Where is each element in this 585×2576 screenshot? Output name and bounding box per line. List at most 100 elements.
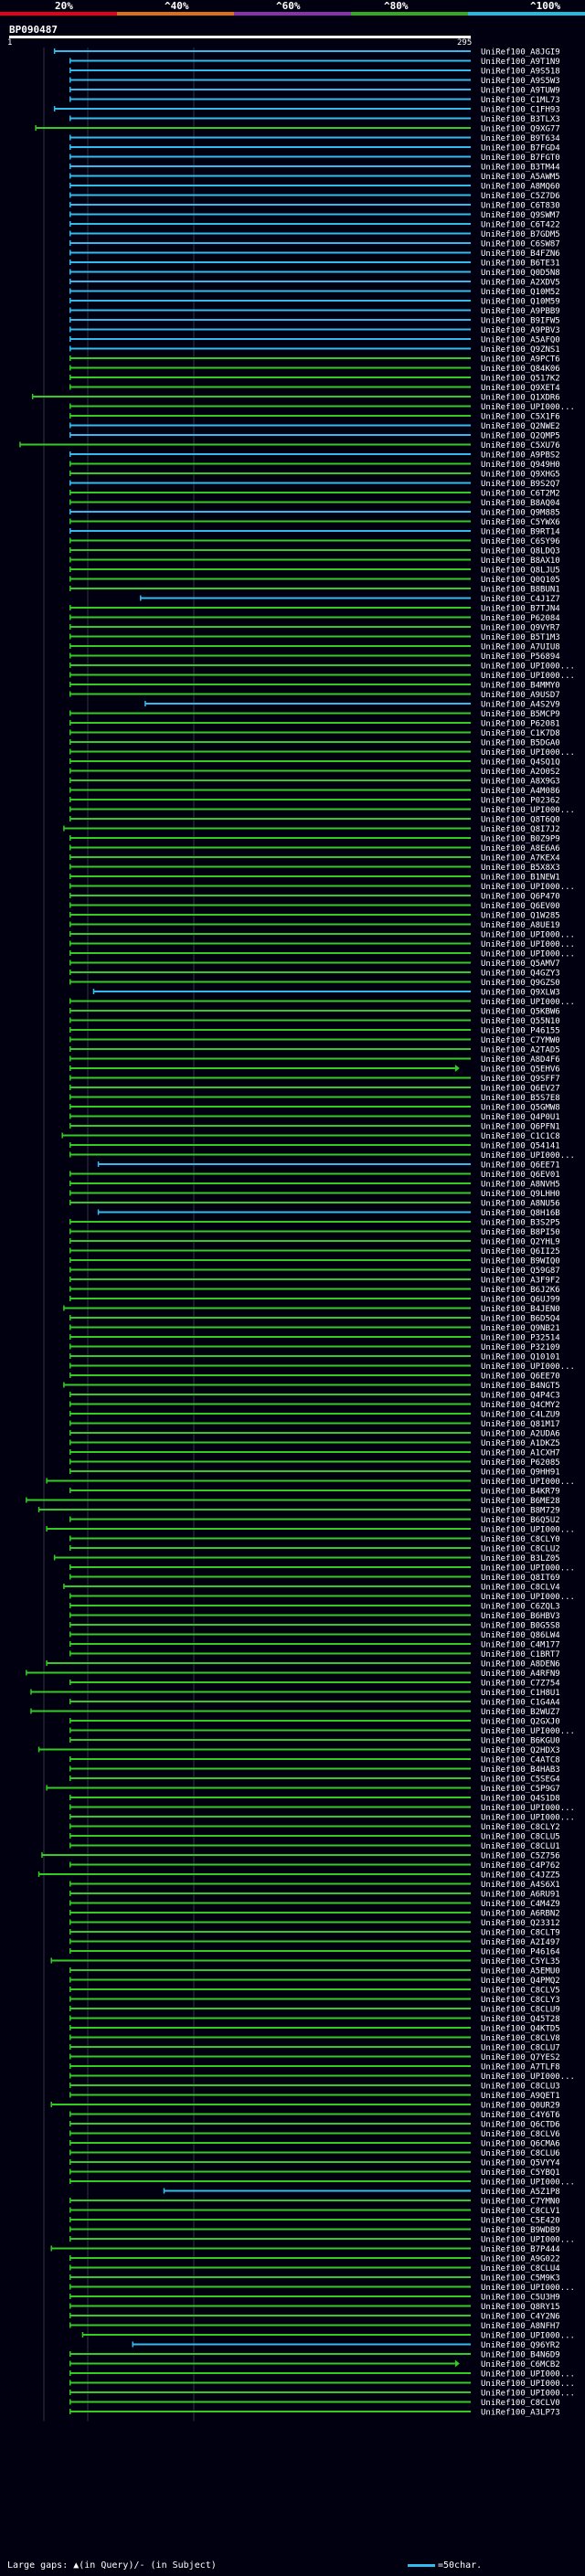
hit-label: UniRef100_Q2HDX3 <box>481 1746 560 1755</box>
hit-label: UniRef100_A5AWM5 <box>481 173 560 182</box>
hit-label: UniRef100_B3S2P5 <box>481 1219 560 1228</box>
hit-label: UniRef100_Q2QMP5 <box>481 432 560 441</box>
hit-label: UniRef100_Q0UR29 <box>481 2102 560 2111</box>
hit-label: UniRef100_A1CXH7 <box>481 1449 560 1458</box>
hit-label: UniRef100_A6RBN2 <box>481 1910 560 1919</box>
hit-label: UniRef100_C6ZQL3 <box>481 1603 560 1612</box>
hit-label: UniRef100_C7Z754 <box>481 1680 560 1689</box>
hit-label: UniRef100_Q5GMW8 <box>481 1104 560 1113</box>
hit-label: UniRef100_C5X1F6 <box>481 413 560 422</box>
hit-label: UniRef100_B6HBV3 <box>481 1612 560 1621</box>
hit-label: UniRef100_B5S7E8 <box>481 1094 560 1103</box>
hit-label: UniRef100_A8DEN6 <box>481 1660 560 1670</box>
hit-label: UniRef100_B8BUN1 <box>481 586 560 595</box>
hit-label: UniRef100_UPI000... <box>481 1593 575 1602</box>
hit-label: UniRef100_A9T1N9 <box>481 58 560 67</box>
hit-label: UniRef100_B6TE31 <box>481 260 560 269</box>
hit-label: UniRef100_C8CLV8 <box>481 2034 560 2043</box>
hit-label: UniRef100_Q6CMA6 <box>481 2140 560 2149</box>
hit-label: UniRef100_B9S2Q7 <box>481 480 560 489</box>
hit-label: UniRef100_Q8LDQ3 <box>481 547 560 557</box>
hit-label: UniRef100_B9WIQ0 <box>481 1257 560 1267</box>
hit-label: UniRef100_Q54141 <box>481 1142 560 1151</box>
legend-swatch <box>0 12 117 16</box>
hit-label: UniRef100_Q9NB21 <box>481 1324 560 1333</box>
hit-label: UniRef100_B6D5Q4 <box>481 1315 560 1324</box>
hit-label: UniRef100_A5EMU0 <box>481 1967 560 1977</box>
hit-label: UniRef100_C1C1C8 <box>481 1132 560 1141</box>
hit-label: UniRef100_Q9XG77 <box>481 125 560 134</box>
hit-label: UniRef100_C7YMW0 <box>481 1036 560 1045</box>
hit-label: UniRef100_A9S518 <box>481 68 560 77</box>
hit-label: UniRef100_UPI000... <box>481 1362 575 1372</box>
query-end-label: 295 <box>457 38 473 48</box>
hit-label: UniRef100_Q6EE71 <box>481 1161 560 1171</box>
gap-marker <box>454 1065 460 1072</box>
hit-label: UniRef100_C5P9G7 <box>481 1785 560 1794</box>
hit-label: UniRef100_UPI000... <box>481 931 575 940</box>
hit-label: UniRef100_Q4KTD5 <box>481 2025 560 2034</box>
query-start-label: 1 <box>7 38 13 48</box>
hit-label: UniRef100_B5T1M3 <box>481 633 560 642</box>
hit-label: UniRef100_A8X9G3 <box>481 778 560 787</box>
hit-label: UniRef100_C6SY96 <box>481 537 560 546</box>
hit-label: UniRef100_Q9XET4 <box>481 384 560 393</box>
hit-label: UniRef100_A9PBV3 <box>481 326 560 335</box>
legend-swatch <box>468 12 585 16</box>
hit-label: UniRef100_C5SEG4 <box>481 1776 560 1785</box>
hit-label: UniRef100_UPI000... <box>481 2332 575 2341</box>
hit-label: UniRef100_C8CLU7 <box>481 2044 560 2053</box>
legend-swatch <box>117 12 234 16</box>
hit-label: UniRef100_C6SW87 <box>481 240 560 249</box>
footer-gap-legend: Large gaps: ▲(in Query)/- (in Subject) <box>7 2560 217 2571</box>
hit-label: UniRef100_Q2YHL9 <box>481 1238 560 1247</box>
hit-label: UniRef100_Q6UJ99 <box>481 1296 560 1305</box>
hit-label: UniRef100_UPI000... <box>481 1804 575 1813</box>
hit-label: UniRef100_UPI000... <box>481 2390 575 2399</box>
hit-label: UniRef100_A1DKZ5 <box>481 1439 560 1448</box>
hit-label: UniRef100_Q9ZNS1 <box>481 345 560 355</box>
hit-label: UniRef100_C5YBQ1 <box>481 2168 560 2178</box>
hit-label: UniRef100_Q59G87 <box>481 1267 560 1276</box>
hit-label: UniRef100_Q9SWM7 <box>481 211 560 220</box>
hit-label: UniRef100_C8CLU1 <box>481 1842 560 1851</box>
hit-label: UniRef100_A2XDV5 <box>481 279 560 288</box>
hit-label: UniRef100_C5U3H9 <box>481 2294 560 2303</box>
legend-label: ^100% <box>530 0 561 12</box>
hit-label: UniRef100_UPI000... <box>481 748 575 758</box>
hit-label: UniRef100_B8AQ04 <box>481 499 560 508</box>
hit-label: UniRef100_UPI000... <box>481 1564 575 1574</box>
hit-label: UniRef100_Q9HH91 <box>481 1468 560 1478</box>
hit-label: UniRef100_Q6CTD6 <box>481 2121 560 2130</box>
hit-label: UniRef100_Q5EHV6 <box>481 1065 560 1075</box>
gap-marker <box>454 2359 460 2368</box>
hit-label: UniRef100_UPI000... <box>481 2178 575 2188</box>
hit-label: UniRef100_C8CLV4 <box>481 1584 560 1593</box>
legend-label: ^60% <box>276 0 301 12</box>
hit-label: UniRef100_Q8RY15 <box>481 2303 560 2312</box>
hit-label: UniRef100_UPI000... <box>481 1814 575 1823</box>
hit-label: UniRef100_C4M177 <box>481 1641 560 1650</box>
hit-label: UniRef100_C5M9K3 <box>481 2274 560 2284</box>
hit-label: UniRef100_Q0D5N8 <box>481 269 560 278</box>
hit-label: UniRef100_A2TAD5 <box>481 1046 560 1055</box>
hit-label: UniRef100_Q6EV27 <box>481 1085 560 1094</box>
hit-label: UniRef100_B6KGU0 <box>481 1737 560 1746</box>
hit-label: UniRef100_Q86LW4 <box>481 1631 560 1640</box>
hit-label: UniRef100_Q4P4C3 <box>481 1392 560 1401</box>
hit-label: UniRef100_UPI000... <box>481 2284 575 2293</box>
hit-label: UniRef100_Q2GXJ0 <box>481 1718 560 1727</box>
scale-label: =50char. <box>438 2560 483 2571</box>
hit-label: UniRef100_C8CLU5 <box>481 1833 560 1842</box>
hit-label: UniRef100_Q5VYY4 <box>481 2159 560 2168</box>
legend-swatch <box>234 12 351 16</box>
hit-label: UniRef100_Q45T28 <box>481 2015 560 2024</box>
hit-label: UniRef100_Q2NWE2 <box>481 422 560 431</box>
hit-label: UniRef100_UPI000... <box>481 403 575 412</box>
hit-label: UniRef100_B7GDM5 <box>481 230 560 239</box>
hit-label: UniRef100_C8CLU6 <box>481 2149 560 2158</box>
hit-label: UniRef100_Q4P0U1 <box>481 1113 560 1122</box>
hit-label: UniRef100_A8UE19 <box>481 921 560 930</box>
hit-label: UniRef100_B6Q5U2 <box>481 1516 560 1525</box>
